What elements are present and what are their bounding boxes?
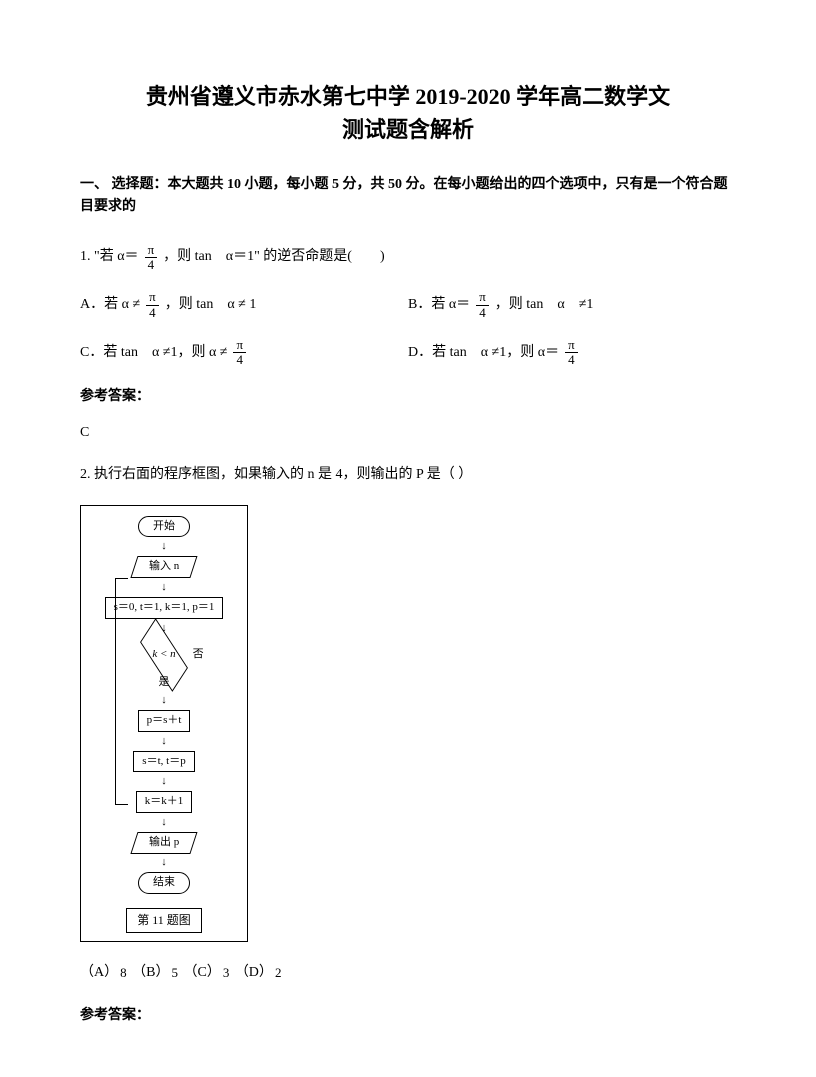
page-title: 贵州省遵义市赤水第七中学 2019-2020 学年高二数学文 测试题含解析: [80, 80, 736, 146]
pi-over-4: π 4: [476, 290, 489, 320]
pi-over-4: π 4: [233, 338, 246, 368]
q1-option-d: D．若 tan α ≠1，则 α＝ π 4: [408, 338, 736, 368]
q1-options-row-1: A．若 α ≠ π 4 ，则 tan α ≠ 1 B．若 α＝ π 4 ，则 t…: [80, 290, 736, 320]
q1-stem-b: ，则 tan α＝1" 的逆否命题是( ): [163, 246, 384, 268]
q1-option-c: C．若 tan α ≠1，则 α ≠ π 4: [80, 338, 408, 368]
section-1-heading: 一、 选择题：本大题共 10 小题，每小题 5 分，共 50 分。在每小题给出的…: [80, 174, 736, 219]
flowchart-caption: 第 11 题图: [126, 908, 202, 933]
q1-answer: C: [80, 422, 736, 444]
q1-stem-a: 1. "若 α＝: [80, 246, 139, 268]
flowchart-end: 结束: [138, 872, 190, 894]
flowchart-proc-1: p＝s＋t: [138, 710, 191, 732]
q2-choice-c-value: 3: [223, 965, 230, 980]
flowchart-decision: k < n 否: [152, 638, 175, 672]
arrow-down-icon: ↓: [161, 582, 167, 593]
arrow-down-icon: ↓: [161, 857, 167, 868]
flowchart-output: 输出 p: [130, 832, 197, 854]
q2-choice-b-label: （B）: [132, 965, 169, 980]
flowchart-proc-3: k＝k＋1: [136, 791, 193, 813]
q2-choice-a-label: （A）: [80, 965, 118, 980]
decision-no-label: 否: [193, 646, 204, 664]
flowchart: 开始 ↓ 输入 n ↓ s＝0, t＝1, k＝1, p＝1 ↓ k < n 否…: [80, 505, 248, 943]
loop-back-line: [115, 578, 128, 805]
flowchart-input: 输入 n: [130, 556, 197, 578]
q2-stem: 2. 执行右面的程序框图，如果输入的 n 是 4，则输出的 P 是（ ）: [80, 464, 736, 486]
flowchart-proc-2: s＝t, t＝p: [133, 751, 194, 773]
arrow-down-icon: ↓: [161, 541, 167, 552]
title-line-2: 测试题含解析: [342, 117, 474, 142]
pi-over-4: π 4: [145, 243, 158, 273]
q1-answer-label: 参考答案：: [80, 386, 736, 408]
q2-choice-d-label: （D）: [235, 965, 273, 980]
q1-option-b: B．若 α＝ π 4 ，则 tan α ≠1: [408, 290, 736, 320]
question-2: 2. 执行右面的程序框图，如果输入的 n 是 4，则输出的 P 是（ ） 开始 …: [80, 464, 736, 1027]
q1-options-row-2: C．若 tan α ≠1，则 α ≠ π 4 D．若 tan α ≠1，则 α＝…: [80, 338, 736, 368]
arrow-down-icon: ↓: [161, 776, 167, 787]
q1-stem: 1. "若 α＝ π 4 ，则 tan α＝1" 的逆否命题是( ): [80, 243, 736, 273]
pi-over-4: π 4: [565, 338, 578, 368]
flowchart-start: 开始: [138, 516, 190, 538]
title-line-1: 贵州省遵义市赤水第七中学 2019-2020 学年高二数学文: [146, 84, 670, 109]
q2-choice-c-label: （C）: [183, 965, 220, 980]
arrow-down-icon: ↓: [161, 736, 167, 747]
q2-choices: （A）8 （B）5 （C）3 （D）2: [80, 962, 736, 984]
flowchart-loop: k < n 否 是 ↓ p＝s＋t ↓ s＝t, t＝p ↓ k＝k＋1: [133, 638, 194, 813]
q2-choice-a-value: 8: [120, 965, 127, 980]
arrow-down-icon: ↓: [161, 817, 167, 828]
q2-choice-d-value: 2: [275, 965, 282, 980]
q2-choice-b-value: 5: [171, 965, 178, 980]
question-1: 1. "若 α＝ π 4 ，则 tan α＝1" 的逆否命题是( ) A．若 α…: [80, 243, 736, 445]
q1-option-a: A．若 α ≠ π 4 ，则 tan α ≠ 1: [80, 290, 408, 320]
pi-over-4: π 4: [146, 290, 159, 320]
q2-answer-label: 参考答案：: [80, 1005, 736, 1027]
arrow-down-icon: ↓: [161, 695, 167, 706]
